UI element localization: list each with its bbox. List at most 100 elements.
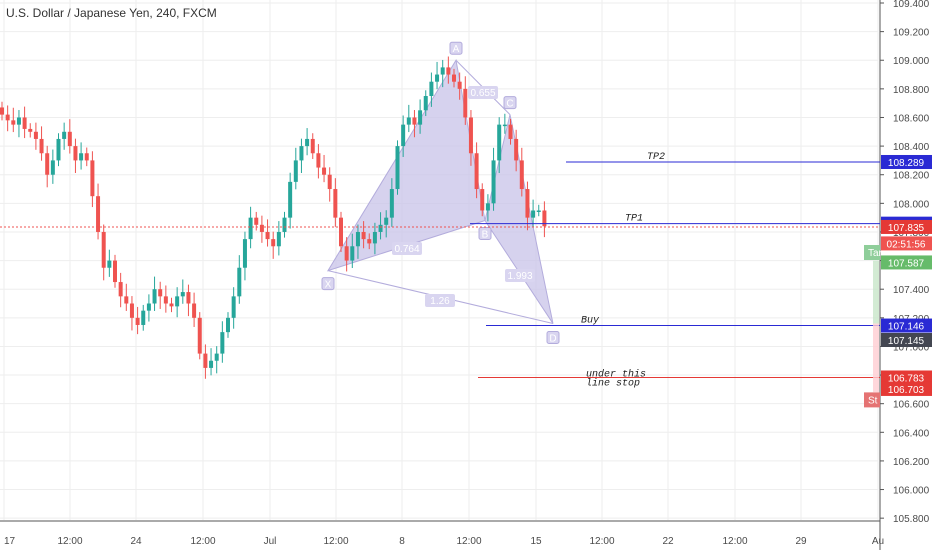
candle-body <box>45 153 50 175</box>
price-badge <box>881 255 932 270</box>
price-badge-label: 107.145 <box>888 336 925 347</box>
candle-body <box>367 239 372 244</box>
price-tick-label: 106.000 <box>893 486 930 497</box>
candle-body <box>214 353 219 361</box>
time-tick-label: 12:00 <box>57 536 82 547</box>
pattern-point-box <box>546 331 560 345</box>
time-tick-label: 29 <box>795 536 807 547</box>
candle-body <box>135 317 140 325</box>
price-badge-label: 106.703 <box>888 385 925 396</box>
candle-body <box>384 217 389 225</box>
candle-body <box>344 246 349 261</box>
candle-body <box>67 131 72 147</box>
candle-body <box>440 67 445 75</box>
candle-body <box>327 174 332 190</box>
price-badge <box>881 154 932 169</box>
candle-body <box>90 160 95 197</box>
chart-title: U.S. Dollar / Japanese Yen, 240, FXCM <box>6 6 217 20</box>
candle-body <box>418 110 423 125</box>
pattern-point-box <box>503 96 517 110</box>
pattern-point-box <box>321 277 335 291</box>
candle-body <box>50 160 55 175</box>
candle-body <box>310 138 315 154</box>
candle-body <box>316 153 321 168</box>
candle-body <box>429 81 434 97</box>
price-tick-label: 108.200 <box>893 171 930 182</box>
candle-body <box>282 217 287 232</box>
price-badge <box>881 318 932 333</box>
pattern-ratio-box <box>425 294 455 307</box>
candle-body <box>333 189 338 218</box>
candle-body <box>129 303 134 318</box>
candle-body <box>118 282 123 297</box>
position-tag <box>864 392 880 408</box>
candle-body <box>497 124 502 161</box>
candle-body <box>474 153 479 190</box>
candle-body <box>276 231 281 247</box>
candle-body <box>355 231 360 247</box>
price-tick-label: 108.400 <box>893 142 930 153</box>
candle-body <box>361 231 366 240</box>
candle-body <box>248 217 253 240</box>
price-badge-label: 107.587 <box>888 258 925 269</box>
price-badge <box>881 370 932 385</box>
candle-body <box>339 217 343 247</box>
price-tick-label: 105.800 <box>893 514 930 525</box>
candle-body <box>209 360 214 368</box>
candle-body <box>423 96 428 111</box>
pattern-triangle-xab <box>326 58 486 272</box>
candle-body <box>389 189 394 218</box>
pattern-point-label: X <box>325 280 332 291</box>
price-badge <box>881 219 932 234</box>
position-tag-label: St <box>868 395 878 406</box>
time-tick-label: 8 <box>399 536 405 547</box>
price-tick-label: 109.400 <box>893 0 930 10</box>
candle-body <box>152 289 157 304</box>
candle-body <box>107 260 112 268</box>
position-tag-label: Targ <box>868 248 887 259</box>
candle-body <box>62 131 67 139</box>
price-badge-label: 106.783 <box>888 373 925 384</box>
candle-body <box>502 124 507 127</box>
price-tick-label: 108.600 <box>893 113 930 124</box>
price-badge <box>881 381 932 396</box>
pattern-ratio-box <box>392 242 422 255</box>
time-tick-label: Jul <box>264 536 277 547</box>
price-tick-label: 108.000 <box>893 199 930 210</box>
candle-body <box>406 117 411 125</box>
time-tick-label: 12:00 <box>722 536 747 547</box>
candle-body <box>158 289 163 297</box>
candle-body <box>322 167 327 175</box>
price-tick-label: 109.200 <box>893 28 930 39</box>
time-tick-label: 12:00 <box>456 536 481 547</box>
pattern-ratio-label: 0.764 <box>394 244 419 255</box>
candle-body <box>525 189 530 218</box>
candle-body <box>163 296 168 304</box>
candle-body <box>412 117 417 125</box>
candle-body <box>446 67 451 75</box>
candle-body <box>180 292 185 297</box>
candle-body <box>254 217 259 225</box>
candle-body <box>288 181 293 218</box>
candle-body <box>84 153 89 161</box>
price-tick-label: 106.400 <box>893 428 930 439</box>
pattern-point-label: D <box>549 334 556 345</box>
candle-body <box>265 231 270 240</box>
candle-body <box>28 128 33 132</box>
candle-body <box>508 124 513 139</box>
candle-body <box>463 88 468 118</box>
candle-body <box>536 210 541 212</box>
pattern-ratio-label: 0.655 <box>470 88 495 99</box>
price-badge <box>881 236 932 251</box>
candle-body <box>378 224 383 232</box>
position-tag <box>864 244 880 260</box>
pattern-point-label: B <box>482 230 489 241</box>
candle-body <box>220 332 225 354</box>
time-tick-label: 17 <box>4 536 16 547</box>
candle-body <box>372 231 377 244</box>
price-tick-label: 109.000 <box>893 56 930 67</box>
time-tick-label: 12:00 <box>190 536 215 547</box>
time-tick-label: 22 <box>662 536 674 547</box>
candle-body <box>485 203 490 211</box>
